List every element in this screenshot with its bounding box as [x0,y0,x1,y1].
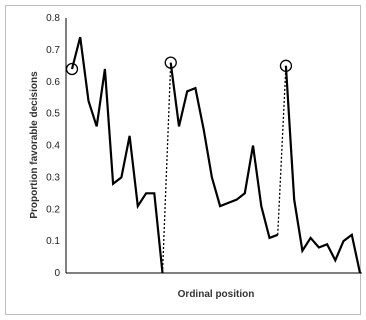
y-tick-label: 0.1 [46,236,60,247]
y-tick-label: 0.6 [46,77,60,88]
circled-point [65,62,79,76]
y-tick-label: 0.7 [46,45,60,56]
y-tick-label: 0.5 [46,109,60,120]
series-line [284,65,362,274]
y-tick-label: 0.3 [46,172,60,183]
y-axis-label: Proportion favorable decisions [29,71,40,219]
session-break-links [161,62,287,274]
y-tick-label: 0.8 [46,13,60,24]
series-lines [70,36,362,274]
y-tick-label: 0 [54,268,60,279]
y-tick-labels: 0 0.1 0.2 0.3 0.4 0.5 0.6 0.7 0.8 [46,13,60,279]
y-tick-label: 0.4 [46,141,60,152]
chart-frame [5,5,361,315]
series-line [70,36,164,274]
circled-point [279,59,293,72]
session-break-link [161,62,172,274]
y-tick-label: 0.2 [46,204,60,215]
circled-point [164,56,177,69]
session-break-link [277,65,287,235]
x-axis-label: Ordinal position [178,289,255,300]
circled-points [65,56,293,76]
series-line [169,62,279,240]
